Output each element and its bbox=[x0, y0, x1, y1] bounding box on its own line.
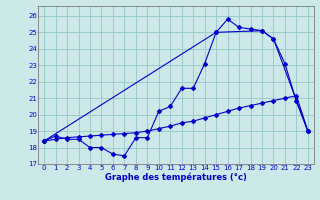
X-axis label: Graphe des températures (°c): Graphe des températures (°c) bbox=[105, 173, 247, 182]
